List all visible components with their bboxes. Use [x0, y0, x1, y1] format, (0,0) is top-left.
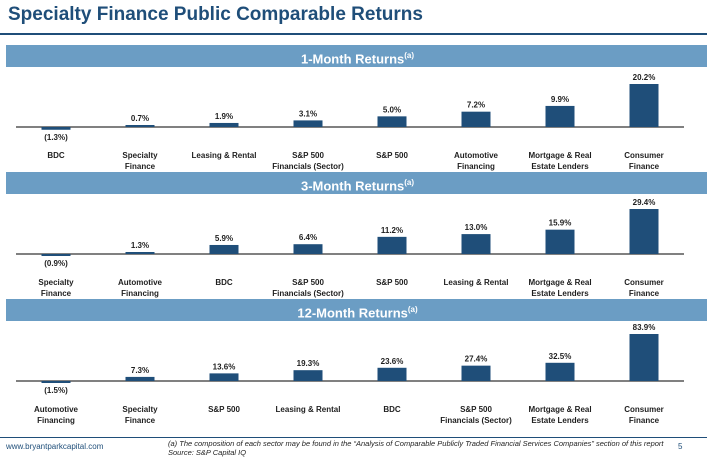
category-label: Mortgage & Real Estate Lenders	[528, 151, 591, 171]
bar	[461, 365, 491, 381]
data-label: 1.9%	[215, 112, 233, 121]
bar	[377, 116, 407, 127]
data-label: 13.0%	[465, 223, 488, 232]
data-label: 5.0%	[383, 105, 401, 114]
bar	[125, 376, 155, 381]
bar	[545, 229, 575, 254]
bar	[41, 254, 71, 256]
category-label: Mortgage & Real Estate Lenders	[528, 278, 591, 298]
bar	[461, 234, 491, 254]
bar	[629, 334, 659, 381]
bar	[293, 244, 323, 254]
panel-header-3-month: 3-Month Returns(a)	[6, 172, 707, 194]
category-label: S&P 500 Financials (Sector)	[272, 151, 344, 171]
title-rule	[0, 33, 707, 35]
category-label: S&P 500	[376, 278, 408, 287]
page-title: Specialty Finance Public Comparable Retu…	[8, 4, 423, 25]
data-label: 13.6%	[213, 362, 236, 371]
bar	[461, 111, 491, 127]
bar	[629, 84, 659, 127]
category-label: Leasing & Rental	[276, 405, 341, 414]
data-label: 27.4%	[465, 355, 488, 364]
footer-rule	[0, 437, 707, 438]
data-label: 23.6%	[381, 357, 404, 366]
category-label: S&P 500	[208, 405, 240, 414]
category-label: Leasing & Rental	[192, 151, 257, 160]
panel-header-1-month: 1-Month Returns(a)	[6, 45, 707, 67]
chart-title-footnote: (a)	[407, 305, 418, 314]
category-label: Specialty Finance	[122, 151, 158, 171]
data-label: 9.9%	[551, 95, 569, 104]
footnote-text: (a) The composition of each sector may b…	[168, 439, 664, 448]
bar	[125, 252, 155, 254]
bar	[377, 236, 407, 254]
data-label: 1.3%	[131, 241, 149, 250]
chart-12-month-returns: (1.5%) Automotive Financing 7.3% Specialty Fi…	[16, 323, 684, 425]
source-text: Source: S&P Capital IQ	[168, 448, 247, 457]
footer-note: (a) The composition of each sector may b…	[168, 439, 668, 457]
bar	[545, 105, 575, 127]
chart-1-month-returns: (1.3%) BDC 0.7% Specialty Finance 1.9% Leasing…	[16, 73, 684, 171]
data-label: 7.2%	[467, 101, 485, 110]
category-label: BDC	[47, 151, 65, 160]
chart-title: 1-Month Returns	[300, 51, 405, 67]
category-label: Specialty Finance	[122, 405, 158, 425]
data-label: 6.4%	[299, 233, 317, 242]
data-label: 5.9%	[215, 234, 233, 243]
bar	[41, 127, 71, 130]
data-label: (1.5%)	[44, 386, 68, 395]
data-label: 32.5%	[549, 352, 572, 361]
chart-title-footnote: (a)	[404, 51, 415, 60]
data-label: (0.9%)	[44, 259, 68, 268]
category-label: Leasing & Rental	[444, 278, 509, 287]
chart-title-footnote: (a)	[404, 178, 415, 187]
bar	[209, 244, 239, 254]
bar	[293, 120, 323, 127]
chart-title: 12-Month Returns	[297, 305, 408, 321]
data-label: 19.3%	[297, 359, 320, 368]
data-label: 15.9%	[549, 219, 572, 228]
bar	[209, 373, 239, 381]
category-label: S&P 500 Financials (Sector)	[440, 405, 512, 425]
bar	[209, 122, 239, 127]
chart-title: 3-Month Returns	[300, 178, 405, 194]
category-label: Automotive Financing	[118, 278, 163, 298]
category-label: Automotive Financing	[34, 405, 79, 425]
bar	[293, 370, 323, 381]
category-label: S&P 500 Financials (Sector)	[272, 278, 344, 298]
category-label: S&P 500	[376, 151, 408, 160]
category-label: Consumer Finance	[624, 151, 664, 171]
category-label: BDC	[215, 278, 233, 287]
category-label: Mortgage & Real Estate Lenders	[528, 405, 591, 425]
chart-3-month-returns: (0.9%) Specialty Finance 1.3% Automotive Fina…	[16, 198, 684, 298]
category-label: Automotive Financing	[454, 151, 499, 171]
category-label: BDC	[383, 405, 401, 414]
data-label: 3.1%	[299, 109, 317, 118]
footer-url[interactable]: www.bryantparkcapital.com	[6, 442, 104, 451]
data-label: 83.9%	[633, 323, 656, 332]
data-label: 29.4%	[633, 198, 656, 207]
panel-header-12-month: 12-Month Returns(a)	[6, 299, 707, 321]
bar	[545, 362, 575, 381]
data-label: 0.7%	[131, 114, 149, 123]
category-label: Specialty Finance	[38, 278, 74, 298]
data-label: 11.2%	[381, 226, 403, 235]
bar	[41, 381, 71, 383]
category-label: Consumer Finance	[624, 405, 664, 425]
category-label: Consumer Finance	[624, 278, 664, 298]
bar	[377, 367, 407, 381]
bar	[125, 125, 155, 127]
data-label: 7.3%	[131, 366, 149, 375]
data-label: 20.2%	[633, 73, 656, 82]
page-number: 5	[678, 442, 683, 451]
bar	[629, 209, 659, 254]
data-label: (1.3%)	[44, 133, 68, 142]
